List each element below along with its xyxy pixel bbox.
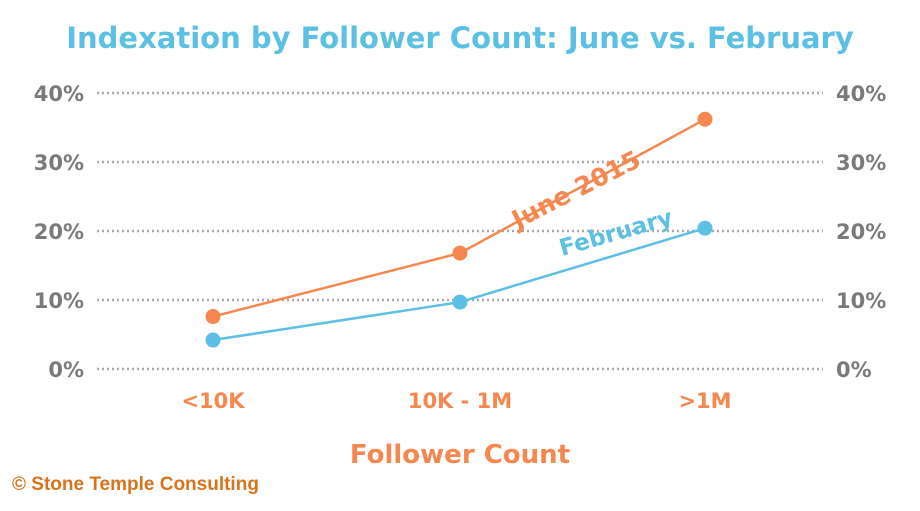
copyright-credit: © Stone Temple Consulting [12,474,259,495]
x-tick: 10K - 1M [408,389,512,413]
x-tick: >1M [678,389,731,413]
series-label: February [557,205,676,262]
y-tick-left: 20% [34,220,84,244]
series-line [212,227,706,342]
x-tick: <10K [181,389,245,413]
data-point [697,111,713,127]
y-tick-right: 40% [836,82,886,106]
data-point [205,309,221,325]
y-tick-right: 0% [836,358,872,382]
y-tick-right: 10% [836,289,886,313]
y-tick-right: 20% [836,220,886,244]
y-tick-left: 0% [48,358,84,382]
data-point [697,220,713,236]
y-tick-left: 30% [34,151,84,175]
y-tick-left: 10% [34,289,84,313]
x-axis-label: Follower Count [350,440,570,470]
data-point [452,294,468,310]
y-tick-left: 40% [34,82,84,106]
chart-title: Indexation by Follower Count: June vs. F… [66,21,854,55]
data-point [452,245,468,261]
y-tick-right: 30% [836,151,886,175]
data-point [205,332,221,348]
